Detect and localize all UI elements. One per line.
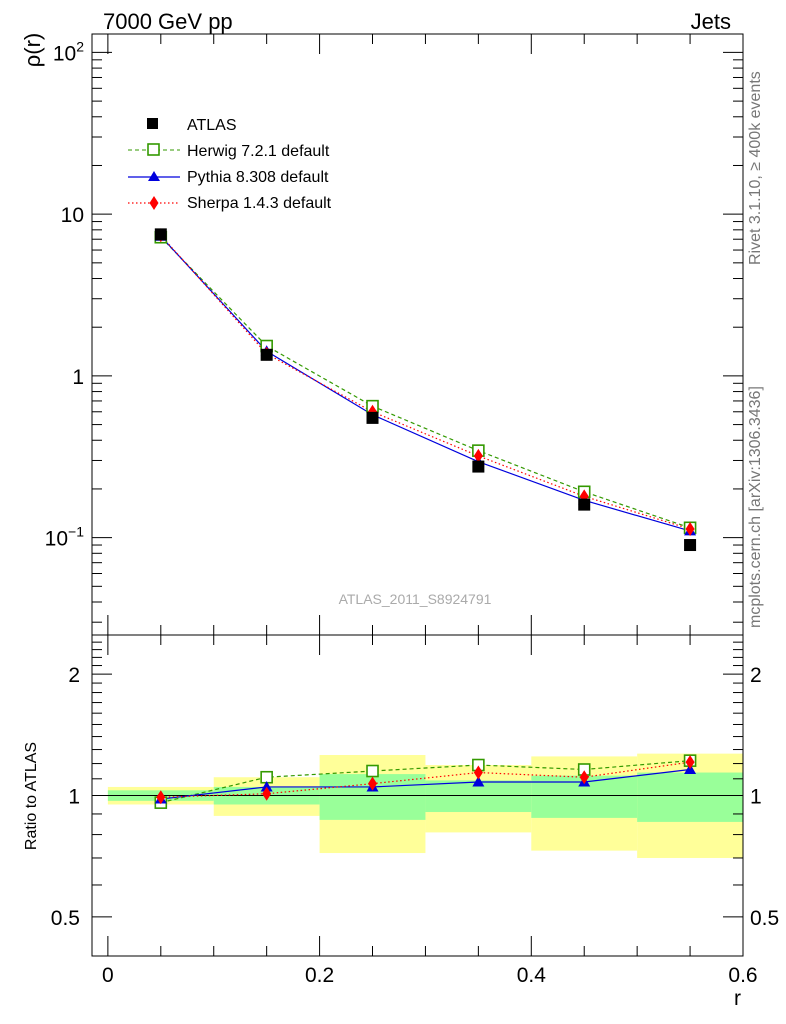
x-tick-label: 0.2 (305, 964, 334, 987)
analysis-watermark: ATLAS_2011_S8924791 (339, 591, 492, 607)
main-point-data (472, 460, 485, 473)
legend-marker-pythia (148, 171, 160, 181)
legend-label-atlas: ATLAS (187, 117, 237, 134)
legend-marker-sherpa (149, 196, 159, 210)
legend-marker-atlas (147, 118, 158, 129)
ratio-y-tick-label-right: 2 (750, 664, 762, 687)
legend-marker-herwig (147, 143, 160, 156)
ratio-line-pythia (160, 768, 691, 800)
main-point-sherpa (473, 448, 483, 463)
main-y-tick-label: 10−1 (45, 524, 85, 551)
ratio-x-tick-labels: 0 0.2 0.4 0.6 (102, 964, 758, 987)
side-label-mcplots: mcplots.cern.ch [arXiv:1306.3436] (747, 386, 764, 628)
main-point-data (260, 348, 273, 361)
main-point-data (578, 498, 591, 511)
ratio-point-sherpa (156, 790, 166, 805)
ratio-point-sherpa (579, 770, 589, 785)
ratio-y-axis-label: Ratio to ATLAS (23, 742, 40, 850)
main-y-tick-labels: 10−1 1 10 102 (45, 38, 85, 550)
main-line-sherpa (160, 234, 691, 530)
ratio-point-pythia (260, 780, 273, 792)
ratio-y-tick-label: 0.5 (51, 907, 80, 930)
ratio-line-herwig (160, 760, 691, 804)
main-y-axis-label: ρ(r) (20, 33, 45, 68)
ratio-series-layer (154, 754, 697, 809)
main-line-herwig (160, 236, 691, 529)
ratio-plot-frame (91, 634, 744, 957)
main-point-data (684, 539, 697, 552)
main-y-tick-label: 10 (61, 204, 84, 227)
ratio-uncertainty-bands (107, 753, 743, 858)
main-y-tick-label: 1 (72, 366, 84, 389)
main-series-layer (154, 228, 697, 552)
ratio-point-herwig (366, 764, 379, 778)
x-axis-label: r (734, 987, 741, 1010)
main-y-tick-label: 102 (53, 38, 84, 65)
legend-label-sherpa: Sherpa 1.4.3 default (187, 195, 332, 212)
x-tick-label: 0.6 (728, 964, 757, 987)
ratio-y-tick-labels: 0.5 0.5 1 1 2 2 (51, 664, 779, 930)
ratio-y-tick-label-right: 0.5 (750, 907, 779, 930)
x-tick-label: 0 (102, 964, 114, 987)
ratio-band-inner (637, 772, 743, 822)
ratio-point-pythia (472, 776, 485, 787)
x-tick-label: 0.4 (517, 964, 547, 987)
ratio-y-tick-label: 2 (68, 664, 80, 687)
ratio-point-sherpa (473, 765, 483, 780)
header-left-label: 7000 GeV pp (103, 9, 233, 34)
main-point-data (154, 228, 167, 241)
main-point-sherpa (685, 522, 695, 537)
ratio-point-sherpa (368, 776, 378, 791)
legend-label-herwig: Herwig 7.2.1 default (187, 143, 330, 160)
header-right-label: Jets (691, 9, 731, 34)
ratio-y-tick-label-right: 1 (750, 786, 762, 809)
legend: ATLAS Herwig 7.2.1 default Pythia 8.308 … (128, 117, 332, 212)
ratio-line-sherpa (160, 761, 691, 798)
legend-label-pythia: Pythia 8.308 default (187, 169, 329, 186)
ratio-point-sherpa (685, 755, 695, 770)
ratio-y-tick-label: 1 (68, 786, 80, 809)
ratio-point-sherpa (262, 786, 272, 801)
main-line-pythia (160, 235, 691, 532)
side-label-rivet: Rivet 3.1.10, ≥ 400k events (747, 71, 764, 265)
main-point-data (366, 411, 379, 424)
